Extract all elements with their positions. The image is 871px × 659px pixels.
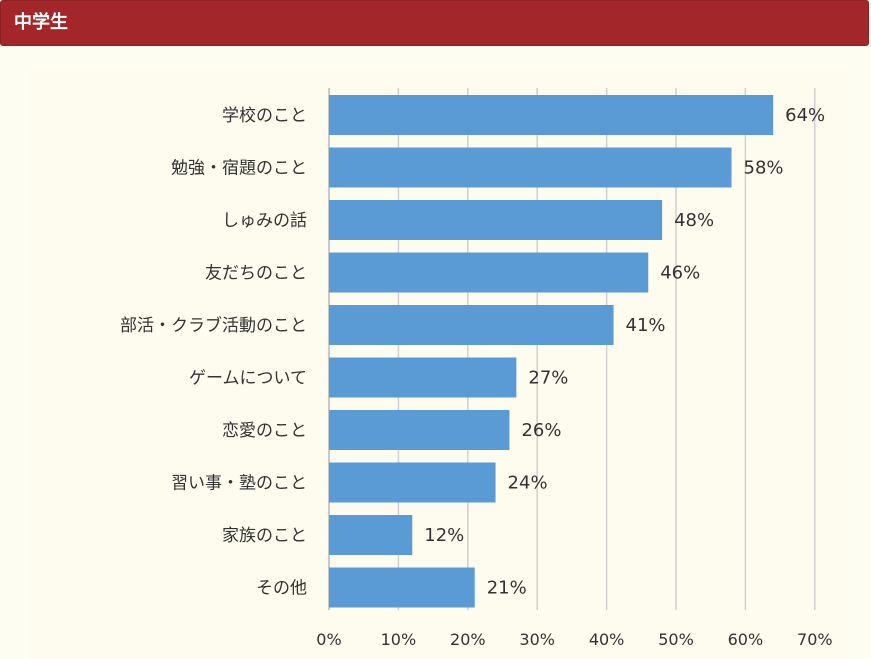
section-header: 中学生 xyxy=(0,0,869,46)
value-label: 12% xyxy=(424,525,464,546)
value-label: 27% xyxy=(528,368,568,389)
tick-label: 10% xyxy=(381,630,417,649)
category-label: 習い事・塾のこと xyxy=(171,473,307,494)
category-label: 家族のこと xyxy=(222,526,307,546)
value-label: 24% xyxy=(508,473,548,494)
value-label: 58% xyxy=(744,158,784,179)
bar xyxy=(329,147,732,188)
bar xyxy=(329,567,475,608)
bar xyxy=(329,410,510,450)
bar xyxy=(329,95,774,135)
bar xyxy=(329,357,517,398)
value-label: 46% xyxy=(660,263,700,284)
tick-label: 60% xyxy=(728,630,764,649)
bar xyxy=(329,515,413,555)
bar xyxy=(329,200,663,240)
tick-labels: 0% 10% 20% 30% 40% 50% 60% 70% xyxy=(316,630,832,649)
category-label: 学校のこと xyxy=(222,106,307,126)
value-label: 21% xyxy=(487,578,527,599)
tick-label: 20% xyxy=(450,630,486,649)
tick-label: 70% xyxy=(797,630,833,649)
tick-label: 30% xyxy=(519,630,555,649)
value-label: 26% xyxy=(521,420,561,441)
category-label: 部活・クラブ活動のこと xyxy=(120,315,307,336)
category-label: しゅみの話 xyxy=(222,211,307,231)
category-labels: 学校のこと勉強・宿題のことしゅみの話友だちのこと部活・クラブ活動のことゲームにつ… xyxy=(120,106,307,599)
value-label: 64% xyxy=(785,105,825,126)
bar xyxy=(329,305,614,345)
category-label: その他 xyxy=(256,579,307,599)
bar xyxy=(329,252,649,293)
category-label: 勉強・宿題のこと xyxy=(171,159,307,179)
bars xyxy=(329,95,774,608)
value-label: 48% xyxy=(674,210,714,231)
value-labels: 64% 58% 48% 46% 41% 27% 26% 24% 12% 21% xyxy=(424,105,825,599)
tick-label: 40% xyxy=(589,630,625,649)
tick-label: 0% xyxy=(316,630,341,649)
bar xyxy=(329,462,496,503)
section-title: 中学生 xyxy=(14,12,68,33)
tick-label: 50% xyxy=(658,630,694,649)
category-label: ゲームについて xyxy=(189,369,307,389)
category-label: 友だちのこと xyxy=(205,264,307,284)
value-label: 41% xyxy=(626,315,666,336)
category-label: 恋愛のこと xyxy=(222,420,307,441)
